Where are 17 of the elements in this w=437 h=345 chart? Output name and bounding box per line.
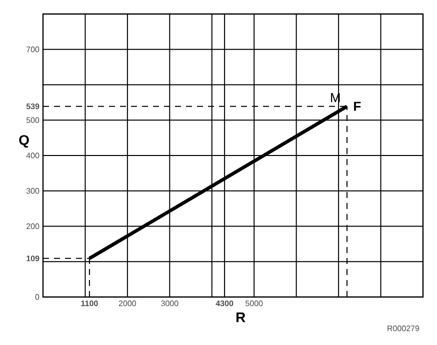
y-tick-label: 400 <box>26 152 40 158</box>
y-tick-label: 500 <box>26 117 40 123</box>
x-tick-label: 5000 <box>246 300 263 306</box>
y-tick-label: 700 <box>26 46 40 52</box>
x-tick-label: 1100 <box>81 300 98 306</box>
y-tick-label: 200 <box>26 223 40 230</box>
x-tick-label: 4300 <box>216 300 234 306</box>
y-tick-label: 539 <box>26 103 40 110</box>
y-axis-title: Q <box>19 135 29 148</box>
y-tick-label: 300 <box>26 188 40 194</box>
x-tick-label: 3000 <box>161 300 178 306</box>
annotation: F <box>354 102 361 111</box>
text: R000279 <box>388 326 420 332</box>
y-tick-label: 0 <box>35 294 40 300</box>
y-tick-label: 109 <box>26 256 40 262</box>
x-axis-title: R <box>236 312 246 322</box>
x-tick-label: 2000 <box>118 300 136 306</box>
